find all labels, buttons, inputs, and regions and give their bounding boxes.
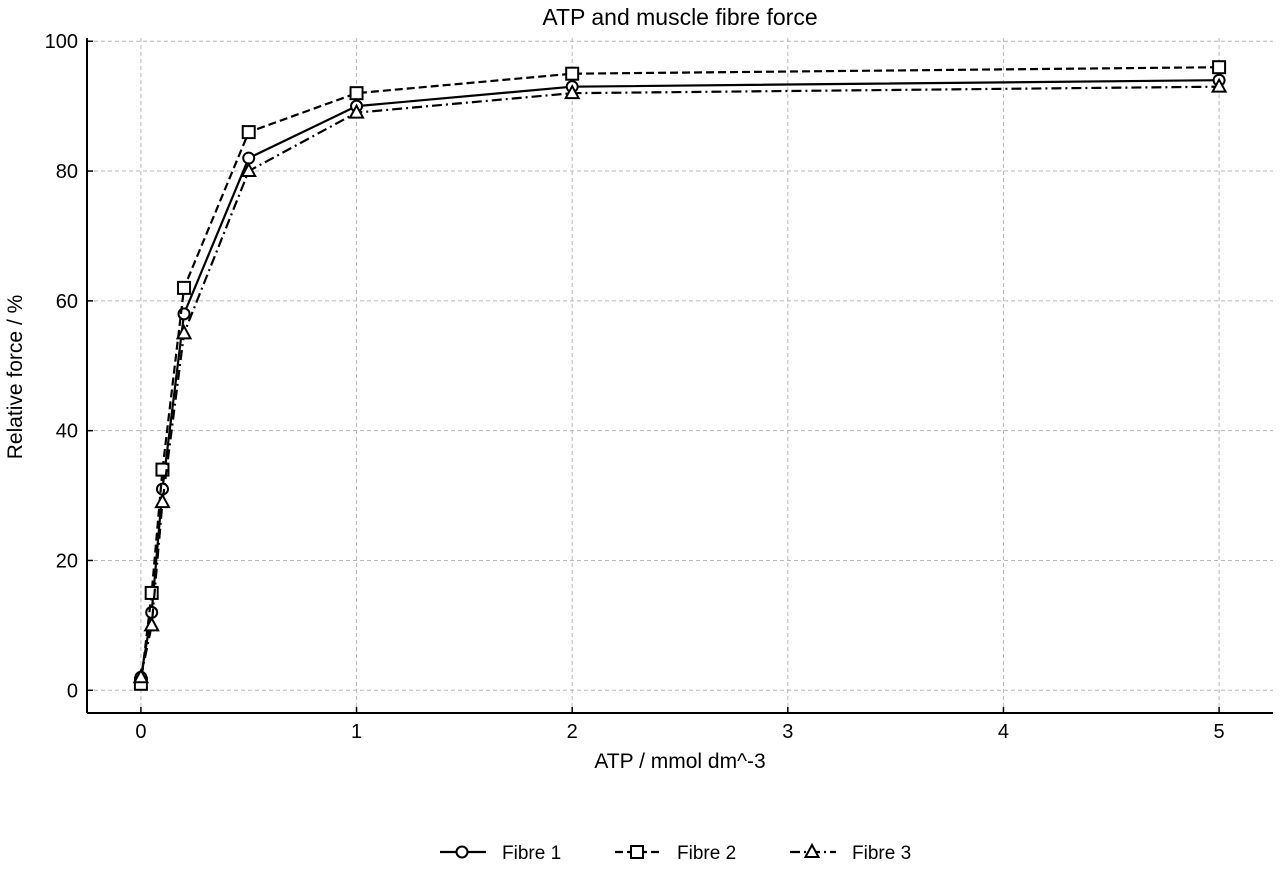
axes: 0 1 2 3 4 5 0 20 40 60 80 100 [45,31,1273,743]
data-point [177,280,192,295]
data-point [143,616,160,632]
legend: Fibre 1 Fibre 2 Fibre 3 [440,842,911,864]
x-tick-label: 3 [782,721,793,743]
x-tick-label: 1 [351,721,362,743]
data-point [1212,60,1227,75]
legend-marker [630,845,644,859]
series-1 [134,73,1226,684]
legend-label: Fibre 3 [852,843,911,864]
series-line [139,85,1220,678]
data-point [155,482,169,496]
series-layer [132,60,1228,691]
data-point [564,84,581,100]
series-2 [133,60,1227,691]
grid [87,38,1273,713]
y-tick-label: 0 [67,680,78,702]
series-line [139,66,1220,684]
chart-title: ATP and muscle fibre force [542,4,817,30]
y-tick-label: 60 [56,291,78,313]
legend-item-1: Fibre 1 [440,843,561,864]
data-point [132,668,150,684]
data-point [241,125,256,140]
legend-label: Fibre 2 [677,843,736,864]
data-point [349,86,364,101]
data-point [175,324,193,340]
y-tick-label: 20 [56,550,78,572]
legend-marker [803,842,821,858]
y-tick-label: 40 [56,421,78,443]
series-line [139,79,1220,678]
data-point [1210,77,1228,93]
legend-marker [455,845,469,859]
legend-item-3: Fibre 3 [790,842,911,864]
data-point [565,66,580,81]
x-tick-label: 0 [135,721,146,743]
series-3 [132,77,1228,684]
data-point [154,492,171,509]
data-point [240,161,257,178]
x-axis-label: ATP / mmol dm^-3 [594,750,765,773]
y-tick-label: 80 [56,161,78,183]
data-point [348,103,365,119]
y-tick-label: 100 [45,31,78,53]
legend-label: Fibre 1 [502,843,561,864]
data-point [242,151,256,165]
y-axis-label: Relative force / % [4,295,27,460]
x-tick-label: 2 [567,721,578,743]
legend-item-2: Fibre 2 [615,843,736,864]
x-tick-label: 5 [1214,721,1225,743]
x-tick-label: 4 [998,721,1009,743]
